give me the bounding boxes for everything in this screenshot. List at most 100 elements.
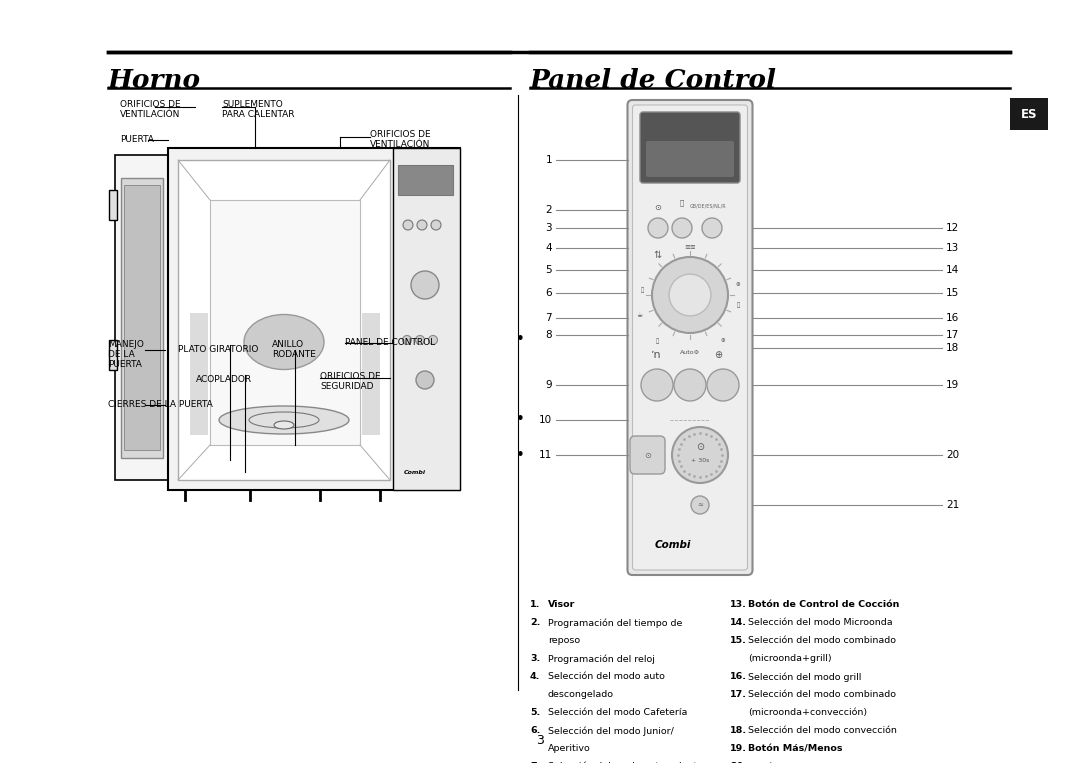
Bar (178, 160, 390, 480)
Text: PARA CALENTAR: PARA CALENTAR (222, 110, 295, 119)
Text: 5.: 5. (530, 708, 540, 717)
Text: 1.: 1. (530, 600, 540, 609)
Bar (109, 340, 117, 370)
Bar (114, 155, 168, 480)
FancyBboxPatch shape (640, 112, 740, 183)
Text: 18: 18 (946, 343, 959, 353)
Text: SEGURIDAD: SEGURIDAD (320, 382, 374, 391)
Text: ʼn: ʼn (650, 350, 660, 360)
Text: Selección del modo grill: Selección del modo grill (748, 672, 862, 681)
Text: ⊙: ⊙ (654, 204, 661, 213)
Bar (109, 190, 117, 220)
Text: 14: 14 (946, 265, 959, 275)
Text: 14.: 14. (730, 618, 747, 627)
Text: SUPLEMENTO: SUPLEMENTO (222, 100, 283, 109)
Text: (microonda+convección): (microonda+convección) (748, 708, 867, 717)
Text: VENTILACIÓN: VENTILACIÓN (120, 110, 180, 119)
Text: ☕: ☕ (637, 312, 643, 318)
Text: 21: 21 (946, 500, 959, 510)
Circle shape (670, 274, 711, 316)
Text: 12: 12 (946, 223, 959, 233)
Text: DE LA: DE LA (108, 350, 135, 359)
Text: ⊙: ⊙ (645, 450, 651, 459)
Text: Selección del modo Microonda: Selección del modo Microonda (748, 618, 893, 627)
Text: PLATO GIRATORIO: PLATO GIRATORIO (178, 345, 258, 354)
Text: 🍽: 🍽 (640, 287, 644, 293)
Circle shape (672, 218, 692, 238)
Text: PANEL DE CONTROL: PANEL DE CONTROL (345, 338, 435, 347)
Text: 🔥: 🔥 (656, 338, 659, 344)
Text: 9: 9 (545, 380, 552, 390)
Circle shape (691, 496, 708, 514)
Text: Aperitivo: Aperitivo (548, 744, 591, 753)
Text: Combi: Combi (404, 470, 426, 475)
Text: Visor: Visor (548, 600, 576, 609)
Text: 8: 8 (545, 330, 552, 340)
Bar (210, 200, 360, 445)
Text: CIERRES DE LA PUERTA: CIERRES DE LA PUERTA (108, 400, 213, 409)
Text: ORIFICIOS DE: ORIFICIOS DE (320, 372, 380, 381)
Text: Horno: Horno (108, 68, 201, 93)
Text: 13.: 13. (730, 600, 747, 609)
Circle shape (429, 336, 437, 345)
Text: Selección del modo combinado: Selección del modo combinado (748, 636, 896, 645)
Circle shape (672, 427, 728, 483)
Bar (190, 313, 208, 435)
Text: 4.: 4. (530, 672, 540, 681)
Text: 4: 4 (545, 243, 552, 253)
Bar (168, 148, 460, 490)
Text: 3.: 3. (530, 654, 540, 663)
Text: GB/DE/ES/NL/R: GB/DE/ES/NL/R (690, 204, 727, 208)
Ellipse shape (274, 421, 294, 429)
Bar (393, 148, 460, 490)
Circle shape (707, 369, 739, 401)
Text: 19.: 19. (730, 744, 747, 753)
Text: ≈: ≈ (697, 502, 703, 508)
Circle shape (417, 220, 427, 230)
Text: 13: 13 (946, 243, 959, 253)
Text: + 30s: + 30s (691, 459, 710, 463)
Text: 6: 6 (545, 288, 552, 298)
Text: 16.: 16. (730, 672, 747, 681)
Text: 16: 16 (946, 313, 959, 323)
Text: •: • (515, 448, 525, 462)
Text: 17: 17 (946, 330, 959, 340)
Text: Programación del tiempo de: Programación del tiempo de (548, 618, 683, 627)
Circle shape (702, 218, 723, 238)
Text: Selección del modo Cafetería: Selección del modo Cafetería (548, 708, 687, 717)
Text: ORIFICIOS DE: ORIFICIOS DE (120, 100, 180, 109)
Text: 5: 5 (545, 265, 552, 275)
Text: ES: ES (1021, 108, 1037, 121)
Text: Auto⚙: Auto⚙ (680, 349, 700, 355)
Circle shape (403, 336, 411, 345)
Text: ORIFICIOS DE: ORIFICIOS DE (370, 130, 431, 139)
Circle shape (648, 218, 669, 238)
Text: PUERTA: PUERTA (108, 360, 141, 369)
Bar (362, 313, 380, 435)
Text: descongelado: descongelado (548, 690, 615, 699)
Text: 6.: 6. (530, 726, 540, 735)
Text: 20: 20 (946, 450, 959, 460)
Text: Selección del modo convección: Selección del modo convección (748, 726, 896, 735)
Circle shape (431, 220, 441, 230)
Bar (124, 185, 160, 450)
Text: Botón Más/Menos: Botón Más/Menos (748, 744, 842, 753)
Text: 2.: 2. (530, 618, 540, 627)
Text: ACOPLADOR: ACOPLADOR (195, 375, 252, 384)
Bar (1010, 98, 1048, 130)
Text: 17.: 17. (730, 690, 747, 699)
Bar (121, 178, 163, 458)
Circle shape (411, 271, 438, 299)
Text: 7.: 7. (530, 762, 540, 763)
Circle shape (416, 336, 424, 345)
Text: PUERTA: PUERTA (120, 135, 153, 144)
Text: (microonda+grill): (microonda+grill) (748, 654, 832, 663)
Text: 1: 1 (545, 155, 552, 165)
Text: Botón de Control de Cocción: Botón de Control de Cocción (748, 600, 900, 609)
FancyBboxPatch shape (627, 100, 753, 575)
FancyBboxPatch shape (633, 105, 747, 570)
Text: 𝕴: 𝕴 (680, 200, 684, 206)
Text: Panel de Control: Panel de Control (530, 68, 777, 93)
Text: 15: 15 (946, 288, 959, 298)
Text: VENTILACIÓN: VENTILACIÓN (370, 140, 430, 149)
